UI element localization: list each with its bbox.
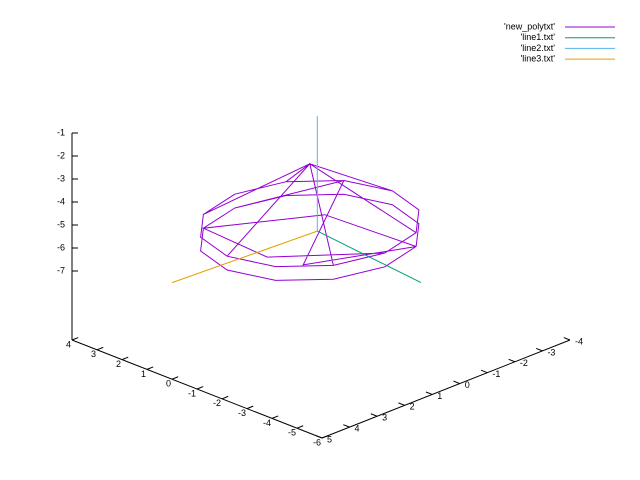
y-tick-label: -2 bbox=[520, 358, 528, 368]
z-tick-label: -5 bbox=[57, 219, 65, 229]
y-tick bbox=[563, 337, 571, 341]
y-tick-label: 5 bbox=[327, 434, 332, 444]
y-tick bbox=[425, 391, 433, 395]
x-tick bbox=[271, 415, 279, 419]
x-tick bbox=[71, 337, 79, 341]
x-tick-label: 1 bbox=[141, 369, 146, 379]
y-tick bbox=[343, 424, 350, 428]
y-tick-label: 0 bbox=[465, 380, 470, 390]
x-tick bbox=[121, 356, 129, 361]
z-tick-label: -1 bbox=[57, 127, 65, 137]
x-tick-label: -1 bbox=[188, 388, 196, 398]
y-tick-label: -4 bbox=[575, 336, 583, 346]
series-line bbox=[200, 162, 420, 281]
y-tick bbox=[453, 380, 460, 385]
x-tick-label: 3 bbox=[91, 349, 96, 359]
x-tick-label: -2 bbox=[213, 398, 221, 408]
series-line bbox=[317, 230, 422, 284]
x-tick-label: -4 bbox=[263, 418, 271, 428]
y-tick-label: 4 bbox=[355, 423, 360, 433]
legend-label: 'new_polytxt' bbox=[504, 21, 555, 31]
x-tick bbox=[321, 435, 329, 439]
x-tick-label: 0 bbox=[166, 379, 171, 389]
legend-label: 'line1.txt' bbox=[521, 32, 556, 42]
y-tick bbox=[480, 369, 488, 374]
y-tick bbox=[398, 402, 405, 406]
z-tick-label: -2 bbox=[57, 150, 65, 160]
z-tick-label: -7 bbox=[57, 265, 65, 275]
y-axis bbox=[321, 339, 571, 439]
x-tick bbox=[221, 395, 229, 400]
z-tick-label: -4 bbox=[57, 196, 65, 206]
x-tick bbox=[96, 346, 104, 351]
x-tick-label: 4 bbox=[66, 339, 71, 349]
x-tick-label: 2 bbox=[116, 359, 121, 369]
y-tick-label: -1 bbox=[492, 369, 500, 379]
x-tick bbox=[146, 366, 154, 370]
x-tick-label: -3 bbox=[238, 408, 246, 418]
y-tick-label: -3 bbox=[547, 347, 555, 357]
series-line bbox=[171, 230, 318, 284]
y-tick-label: 1 bbox=[437, 391, 442, 401]
x-tick bbox=[171, 376, 179, 380]
x-tick bbox=[246, 405, 254, 410]
x-tick-label: -6 bbox=[313, 437, 321, 447]
z-tick-label: -6 bbox=[57, 242, 65, 252]
y-tick bbox=[315, 435, 323, 439]
y-tick-label: 3 bbox=[382, 413, 387, 423]
x-tick-label: -5 bbox=[288, 428, 296, 438]
y-tick bbox=[370, 413, 378, 417]
x-tick bbox=[296, 425, 304, 429]
y-tick bbox=[508, 358, 516, 363]
legend-label: 'line2.txt' bbox=[521, 43, 556, 53]
z-tick-label: -3 bbox=[57, 173, 65, 183]
y-tick-label: 2 bbox=[410, 402, 415, 412]
x-tick bbox=[196, 386, 204, 390]
y-tick bbox=[536, 347, 543, 352]
legend-label: 'line3.txt' bbox=[521, 53, 556, 63]
